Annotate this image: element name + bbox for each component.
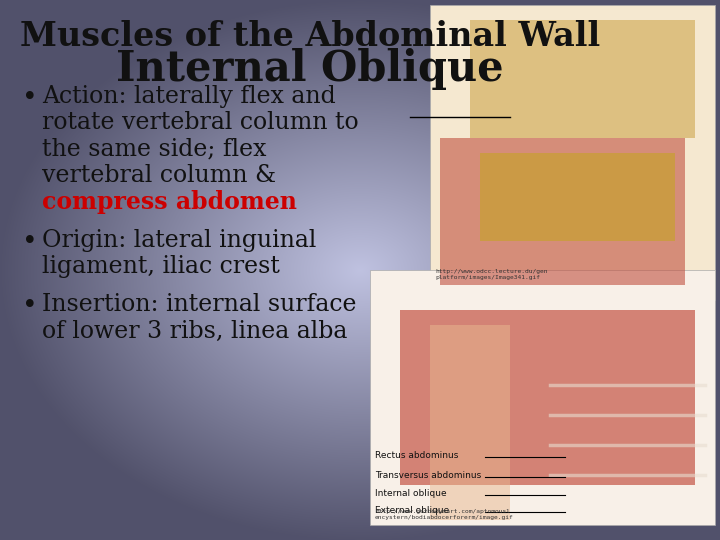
Bar [470,20,695,138]
Text: Origin: lateral inguinal: Origin: lateral inguinal [42,229,316,252]
Text: Insertion: internal surface: Insertion: internal surface [42,293,356,316]
Text: rotate vertebral column to: rotate vertebral column to [42,111,359,134]
Text: Transversus abdominus: Transversus abdominus [375,471,481,480]
Bar [440,138,685,285]
Text: vertebral column &: vertebral column & [42,164,284,187]
Text: •: • [22,229,37,254]
Text: the same side; flex: the same side; flex [42,138,266,161]
Text: of lower 3 ribs, linea alba: of lower 3 ribs, linea alba [42,320,347,343]
Text: Rectus abdominus: Rectus abdominus [375,451,459,460]
Bar [430,5,715,300]
Bar [400,310,695,485]
Text: http://www.getbodymart.com/aptomousl
encystern/bodiabdocerforerm/image.gif: http://www.getbodymart.com/aptomousl enc… [375,509,514,520]
Text: External oblique: External oblique [375,506,449,515]
Text: •: • [22,85,37,110]
Text: compress abdomen: compress abdomen [42,191,297,214]
Text: Action: laterally flex and: Action: laterally flex and [42,85,336,108]
Bar [480,152,675,241]
Text: http://www.odcc.lecture.du/gen
platform/images/Image341.gif: http://www.odcc.lecture.du/gen platform/… [435,269,547,280]
Text: ligament, iliac crest: ligament, iliac crest [42,255,280,278]
Text: Muscles of the Abdominal Wall: Muscles of the Abdominal Wall [20,20,600,53]
Text: Internal oblique: Internal oblique [375,489,446,498]
Text: •: • [22,293,37,319]
Bar [370,270,715,525]
Bar [430,325,510,520]
Text: Internal Oblique: Internal Oblique [116,48,504,90]
